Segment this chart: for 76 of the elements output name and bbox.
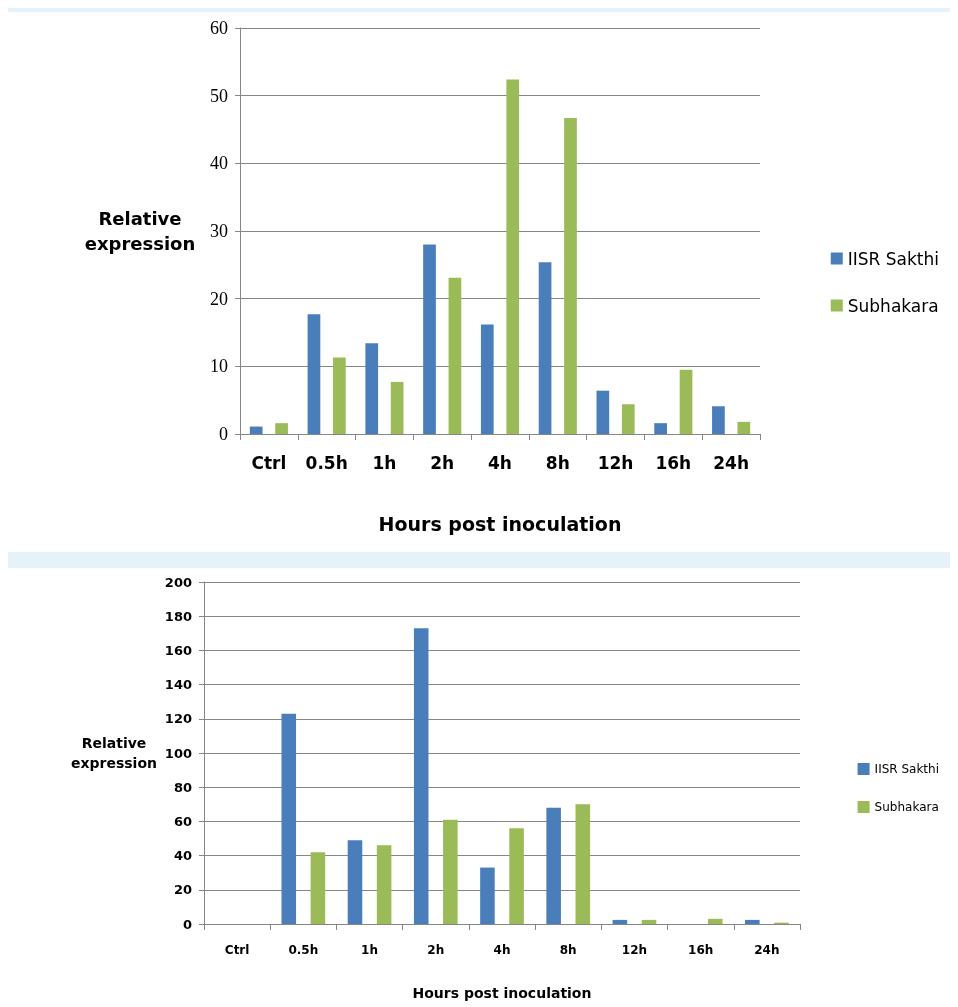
bar bbox=[480, 324, 494, 434]
bar bbox=[443, 819, 458, 924]
y-axis-title: Relative expression bbox=[84, 208, 196, 254]
y-axis-title: Relative expression bbox=[71, 735, 157, 771]
bar bbox=[712, 406, 725, 434]
y-tick-label: 140 bbox=[164, 677, 192, 693]
bar bbox=[365, 343, 379, 434]
bar bbox=[737, 421, 751, 434]
bar bbox=[596, 390, 610, 434]
y-tick-label: 180 bbox=[164, 608, 192, 624]
bar bbox=[654, 423, 667, 434]
legend-label: Subhakara bbox=[874, 800, 939, 814]
x-axis-title: Hours post inoculation bbox=[378, 512, 622, 535]
y-tick-label: 40 bbox=[173, 848, 192, 864]
bar bbox=[679, 369, 693, 434]
x-tick-label: 16h bbox=[688, 943, 714, 957]
x-tick-label: 4h bbox=[488, 452, 512, 473]
y-tick-label: 200 bbox=[164, 574, 192, 590]
x-tick-label: 4h bbox=[493, 943, 511, 957]
bar bbox=[376, 845, 392, 924]
y-tick-label: 80 bbox=[173, 779, 192, 795]
y-tick-label: 160 bbox=[164, 642, 192, 658]
bar bbox=[564, 118, 577, 434]
bar bbox=[745, 919, 760, 924]
bar bbox=[641, 919, 657, 924]
bar bbox=[413, 628, 429, 924]
bar bbox=[390, 381, 404, 434]
y-tick-label: 60 bbox=[210, 18, 228, 38]
y-tick-label: 20 bbox=[173, 882, 192, 898]
bar bbox=[546, 807, 561, 924]
legend-label: IISR Sakthi bbox=[847, 248, 940, 269]
bar bbox=[575, 804, 591, 924]
x-tick-label: 8h bbox=[559, 943, 577, 957]
bar bbox=[612, 919, 628, 924]
bar bbox=[423, 244, 436, 434]
x-tick-label: 12h bbox=[621, 943, 648, 957]
x-tick-label: 2h bbox=[430, 452, 455, 473]
y-tick-label: 50 bbox=[210, 85, 228, 106]
bar bbox=[448, 277, 462, 434]
x-tick-label: 0.5h bbox=[305, 452, 348, 473]
x-axis-title: Hours post inoculation bbox=[412, 985, 592, 1001]
bar bbox=[310, 852, 326, 924]
x-tick-label: 8h bbox=[545, 452, 570, 473]
y-tick-label: 40 bbox=[210, 153, 228, 174]
x-tick-label: Ctrl bbox=[224, 943, 250, 957]
y-tick-label: 30 bbox=[210, 221, 228, 241]
bar bbox=[281, 713, 297, 924]
x-tick-label: 2h bbox=[427, 943, 445, 957]
bar bbox=[707, 918, 723, 924]
bar bbox=[538, 262, 552, 434]
x-tick-label: 24h bbox=[754, 943, 780, 957]
y-tick-label: 100 bbox=[164, 745, 192, 761]
x-tick-label: 1h bbox=[361, 943, 379, 957]
legend-label: IISR Sakthi bbox=[874, 762, 940, 776]
bar bbox=[480, 867, 495, 924]
x-tick-label: 1h bbox=[372, 452, 397, 473]
y-tick-label: 0 bbox=[219, 424, 228, 444]
bar bbox=[307, 314, 321, 434]
y-tick-label: 60 bbox=[173, 813, 192, 829]
y-tick-label: 0 bbox=[182, 916, 192, 932]
x-tick-label: 24h bbox=[713, 452, 749, 473]
y-tick-label: 20 bbox=[210, 288, 228, 309]
y-tick-label: 10 bbox=[210, 356, 228, 377]
x-tick-label: 12h bbox=[597, 452, 634, 473]
y-tick-label: 120 bbox=[164, 711, 192, 727]
bar bbox=[506, 79, 520, 434]
x-tick-label: 16h bbox=[655, 452, 692, 473]
bar bbox=[621, 404, 635, 434]
x-tick-label: 0.5h bbox=[288, 943, 319, 957]
legend-label: Subhakara bbox=[847, 295, 939, 316]
bar bbox=[509, 828, 524, 924]
bar bbox=[333, 357, 346, 434]
bar bbox=[249, 426, 263, 434]
x-tick-label: Ctrl bbox=[251, 452, 287, 473]
bar bbox=[275, 423, 288, 434]
bar bbox=[347, 840, 363, 924]
